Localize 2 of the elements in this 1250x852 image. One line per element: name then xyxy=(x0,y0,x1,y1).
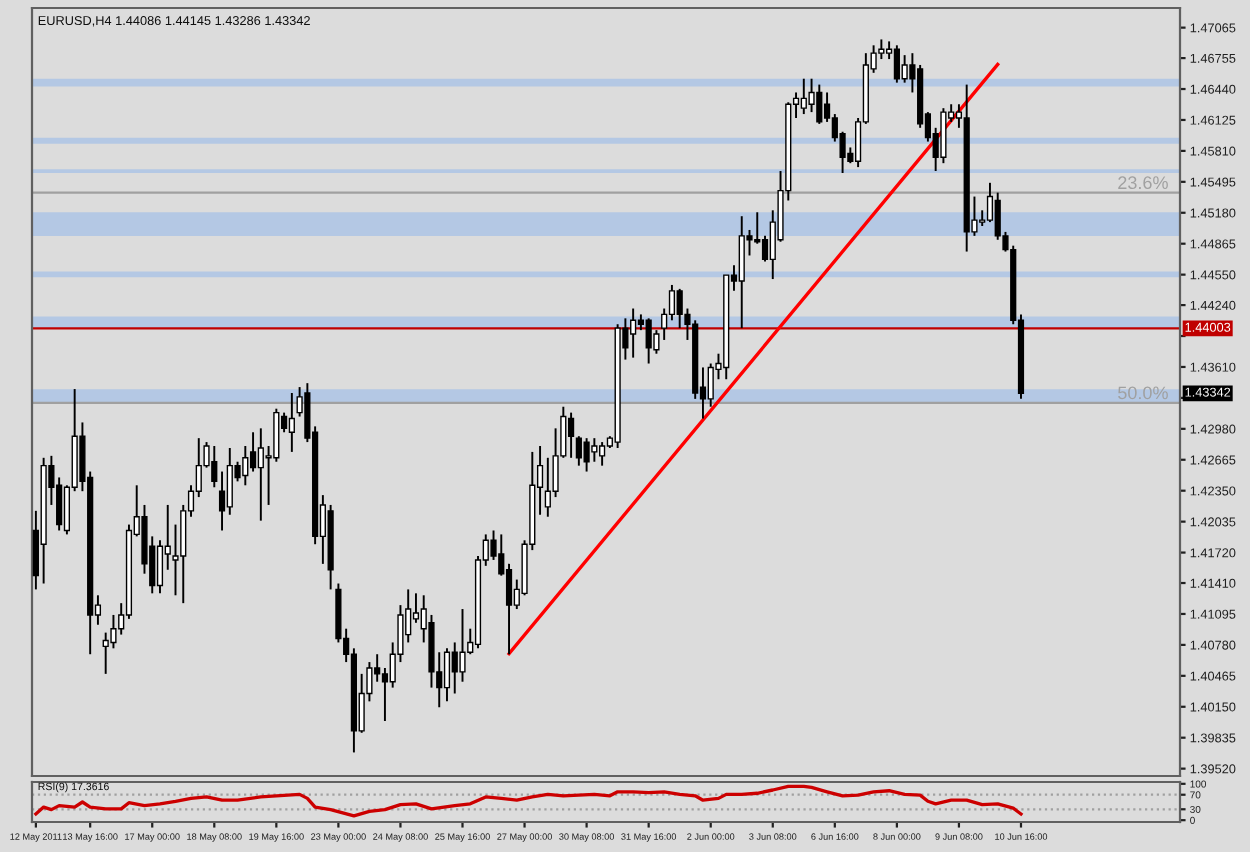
annotation: 23.6% xyxy=(1118,176,1168,190)
annotation: 50.0% xyxy=(1118,386,1168,400)
